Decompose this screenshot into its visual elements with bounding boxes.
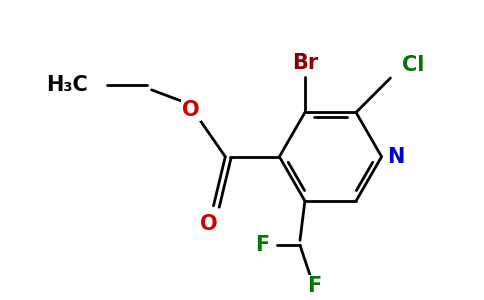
Text: Br: Br	[292, 53, 318, 73]
Text: O: O	[182, 100, 200, 119]
Text: Cl: Cl	[402, 55, 424, 75]
Text: N: N	[387, 147, 404, 167]
Text: H₃C: H₃C	[46, 75, 88, 95]
Text: F: F	[256, 235, 270, 255]
Text: F: F	[308, 277, 322, 296]
Text: O: O	[200, 214, 217, 233]
